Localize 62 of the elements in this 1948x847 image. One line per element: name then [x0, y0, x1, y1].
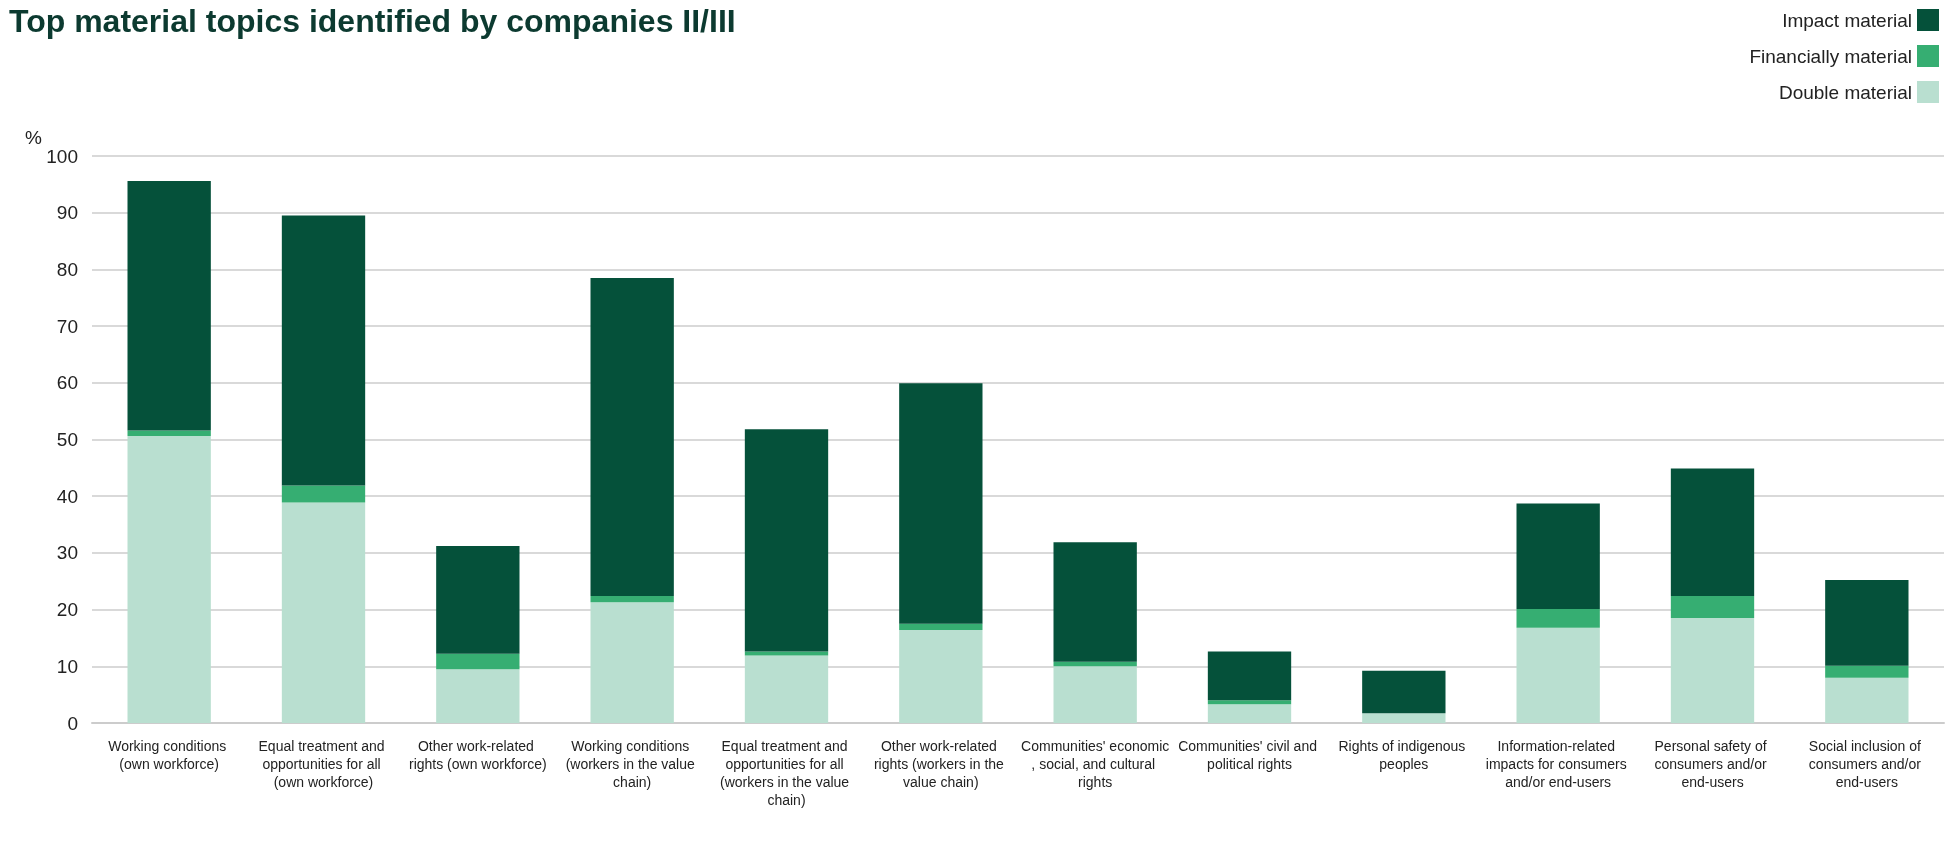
bar	[744, 651, 829, 656]
x-tick-label: Working conditions (own workforce)	[108, 738, 231, 772]
bar	[1516, 627, 1600, 723]
legend-label: Double material	[1778, 81, 1912, 103]
x-tick-label: Equal treatment and opportunities for all (own workforce)	[258, 738, 389, 790]
bar	[590, 602, 674, 723]
legend-label: Impact material	[1782, 9, 1912, 31]
bar	[1670, 595, 1755, 619]
x-tick-label: Information-related impacts for consumers and/or end-users	[1485, 738, 1631, 790]
y-tick-label: 0	[67, 712, 78, 734]
bar	[1670, 468, 1755, 596]
bar	[127, 430, 211, 437]
bar	[1207, 700, 1292, 705]
y-tick-label: 90	[56, 202, 78, 224]
bar	[1207, 704, 1292, 723]
bar	[1362, 670, 1446, 714]
bar	[744, 429, 829, 652]
x-tick-label: Other work-related rights (own workforce)	[408, 738, 547, 772]
bar	[744, 655, 829, 723]
bar	[1362, 713, 1446, 723]
bar	[899, 630, 983, 723]
y-axis-title: %	[25, 126, 43, 148]
bar	[1207, 651, 1292, 701]
y-tick-label: 30	[56, 542, 78, 564]
y-tick-label: 70	[56, 315, 78, 337]
bar	[1825, 580, 1909, 666]
x-tick-label: Social inclusion of consumers and/or end-users	[1808, 738, 1925, 790]
bar	[1053, 666, 1137, 723]
bar	[281, 485, 366, 503]
bar	[1825, 665, 1909, 678]
bar	[436, 669, 520, 723]
x-tick-label: Working conditions (workers in the value chain)	[565, 738, 699, 790]
legend-label: Financially material	[1749, 45, 1912, 67]
y-tick-label: 60	[56, 372, 78, 394]
bar	[281, 502, 366, 723]
bar	[1053, 542, 1137, 662]
bar	[1516, 503, 1600, 610]
bar	[899, 383, 983, 624]
y-tick-label: 10	[56, 655, 78, 677]
y-tick-label: 40	[56, 485, 78, 507]
chart-title: Top material topics identified by companies II/III	[9, 3, 736, 39]
x-tick-label: Communities' economic, social, and cultural rights	[1021, 738, 1170, 790]
bar	[899, 623, 983, 631]
bar	[1825, 677, 1909, 723]
y-tick-label: 50	[56, 429, 78, 450]
x-tick-label: Other work-related rights (workers in the value chain)	[873, 738, 1008, 790]
bar	[590, 595, 674, 603]
y-tick-label: 20	[56, 599, 78, 621]
y-tick-label: 80	[56, 258, 78, 280]
x-tick-label: Rights of indigenous peoples	[1338, 738, 1470, 772]
bar	[1670, 618, 1755, 723]
bar	[281, 215, 366, 486]
bar	[436, 546, 520, 654]
bar	[127, 436, 211, 723]
y-tick-label: 100	[46, 145, 78, 167]
bar	[436, 653, 520, 670]
bar	[590, 277, 674, 596]
bar	[127, 180, 211, 431]
x-tick-label: Communities' civil and political rights	[1178, 738, 1321, 772]
x-tick-label: Personal safety of consumers and/or end-users	[1654, 738, 1771, 790]
bar	[1516, 609, 1600, 628]
x-tick-label: Equal treatment and opportunities for all (workers in the value chain)	[719, 738, 854, 808]
